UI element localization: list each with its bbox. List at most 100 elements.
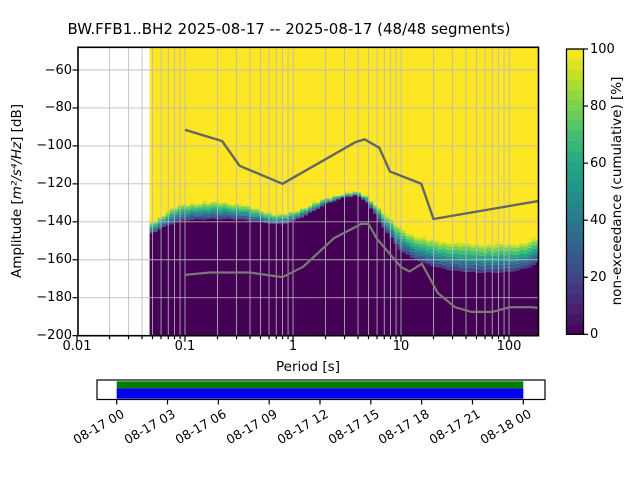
heatmap-cell <box>304 209 309 211</box>
heatmap-cell <box>503 271 508 336</box>
heatmap-cell <box>291 217 297 219</box>
heatmap-cell <box>206 207 211 210</box>
heatmap-cell <box>417 246 423 250</box>
heatmap-cell <box>198 205 203 208</box>
heatmap-cell <box>291 213 297 216</box>
heatmap-cell <box>194 211 199 214</box>
heatmap-cell <box>356 192 362 194</box>
heatmap-cell <box>238 205 244 207</box>
heatmap-cell <box>499 243 504 247</box>
heatmap-cell <box>434 266 439 336</box>
heatmap-cell <box>413 254 419 257</box>
colorbar-step <box>566 69 584 80</box>
heatmap-cell <box>275 47 280 215</box>
heatmap-cell <box>438 245 443 249</box>
heatmap-cell <box>503 264 508 268</box>
heatmap-cell <box>348 47 354 194</box>
heatmap-cell <box>218 217 224 220</box>
heatmap-cell <box>283 215 289 217</box>
heatmap-cell <box>255 215 260 217</box>
heatmap-cell <box>344 192 350 194</box>
heatmap-cell <box>218 213 224 216</box>
heatmap-cell <box>381 216 386 219</box>
heatmap-cell <box>531 264 537 336</box>
heatmap-cell <box>226 209 232 212</box>
heatmap-cell <box>324 197 329 199</box>
heatmap-cell <box>308 208 313 210</box>
heatmap-cell <box>442 252 447 256</box>
heatmap-cell <box>417 255 423 259</box>
heatmap-cell <box>523 246 528 250</box>
heatmap-cell <box>328 201 333 203</box>
heatmap-cell <box>190 207 195 210</box>
colorbar <box>565 48 585 335</box>
heatmap-cell <box>470 251 476 256</box>
heatmap-cell <box>308 210 313 212</box>
heatmap-cell <box>202 203 207 207</box>
heatmap-cell <box>369 202 374 204</box>
heatmap-cell <box>458 242 463 245</box>
heatmap-cell <box>153 225 159 227</box>
heatmap-cell <box>429 47 435 240</box>
heatmap-cell <box>299 47 305 209</box>
heatmap-cell <box>238 47 244 206</box>
heatmap-cell <box>214 210 220 213</box>
heatmap-cell <box>535 256 539 260</box>
y-tick-label: −100 <box>36 138 72 154</box>
heatmap-cell <box>332 196 337 198</box>
heatmap-cell <box>438 252 443 256</box>
heatmap-cell <box>295 211 301 213</box>
heatmap-cell <box>255 221 260 336</box>
heatmap-cell <box>153 47 159 222</box>
heatmap-cell <box>438 47 443 243</box>
y-tick-label: −180 <box>36 290 72 306</box>
heatmap-cell <box>271 220 276 222</box>
heatmap-cell <box>149 222 155 224</box>
heatmap-cell <box>291 47 297 212</box>
heatmap-cell <box>259 213 264 216</box>
heatmap-cell <box>308 209 313 211</box>
heatmap-cell <box>369 201 374 203</box>
heatmap-cell <box>462 264 467 268</box>
heatmap-cell <box>324 199 329 201</box>
heatmap-cell <box>255 208 260 210</box>
heatmap-cell <box>515 257 520 261</box>
heatmap-cell <box>486 247 492 252</box>
heatmap-cell <box>210 47 215 202</box>
heatmap-cell <box>364 196 370 198</box>
heatmap-cell <box>385 216 390 219</box>
heatmap-cell <box>320 200 325 202</box>
heatmap-cell <box>417 261 423 336</box>
heatmap-cell <box>385 230 390 233</box>
heatmap-cell <box>169 208 175 210</box>
heatmap-cell <box>490 259 496 263</box>
heatmap-cell <box>527 241 532 245</box>
heatmap-cell <box>247 220 252 336</box>
heatmap-cell <box>234 209 240 212</box>
heatmap-cell <box>157 224 163 227</box>
heatmap-cell <box>190 209 195 212</box>
heatmap-cell <box>531 47 537 240</box>
heatmap-cell <box>421 256 427 259</box>
heatmap-cell <box>490 268 496 273</box>
heatmap-cell <box>495 247 500 252</box>
heatmap-cell <box>218 209 224 212</box>
heatmap-cell <box>194 216 199 219</box>
heatmap-cell <box>222 203 228 207</box>
heatmap-cell <box>316 205 321 207</box>
heatmap-cell <box>238 214 244 216</box>
heatmap-cell <box>190 219 195 336</box>
heatmap-cell <box>320 199 325 200</box>
heatmap-cell <box>226 216 232 219</box>
heatmap-cell <box>214 212 220 215</box>
heatmap-cell <box>222 218 228 336</box>
heatmap-cell <box>295 47 301 212</box>
heatmap-cell <box>157 227 163 230</box>
heatmap-cell <box>279 213 285 215</box>
heatmap-cell <box>405 249 411 252</box>
heatmap-cell <box>417 249 423 253</box>
heatmap-cell <box>397 235 402 239</box>
heatmap-cell <box>238 219 244 336</box>
heatmap-cell <box>153 223 159 226</box>
heatmap-cell <box>519 249 524 254</box>
